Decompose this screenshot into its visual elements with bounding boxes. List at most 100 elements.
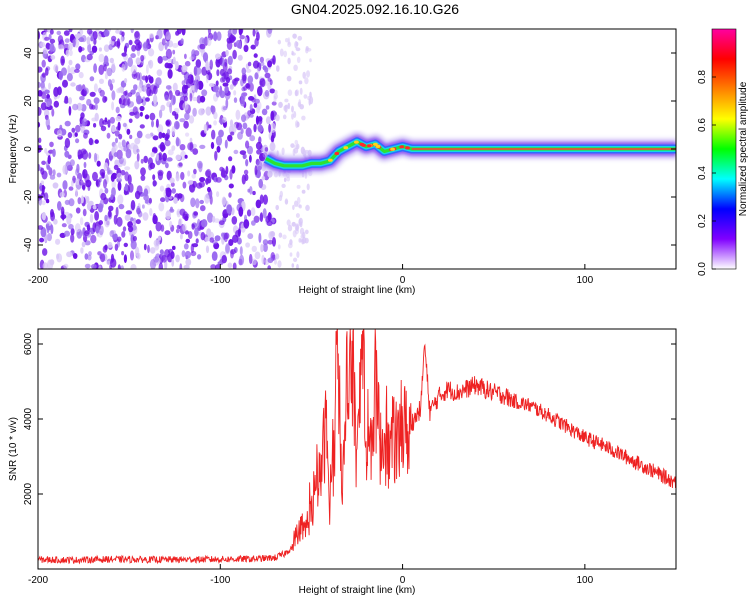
- noise-speckle: [209, 237, 215, 243]
- noise-speckle: [111, 62, 116, 73]
- noise-speckle: [98, 47, 102, 52]
- noise-speckle: [86, 29, 93, 35]
- noise-speckle: [305, 204, 310, 211]
- noise-speckle: [44, 89, 50, 95]
- noise-speckle: [81, 118, 88, 127]
- noise-speckle: [72, 38, 76, 48]
- noise-speckle: [183, 95, 188, 102]
- colorbar-tick-label: 0.8: [697, 70, 708, 84]
- noise-speckle: [148, 230, 152, 239]
- noise-speckle: [180, 38, 184, 45]
- noise-speckle: [130, 29, 134, 34]
- noise-speckle: [213, 31, 218, 42]
- noise-speckle: [233, 97, 238, 103]
- noise-speckle: [282, 234, 287, 240]
- colorbar-frame: [711, 28, 737, 270]
- noise-speckle: [187, 180, 194, 185]
- noise-speckle: [118, 97, 122, 105]
- noise-speckle: [286, 219, 291, 226]
- noise-speckle: [104, 244, 108, 251]
- noise-speckle: [152, 85, 158, 95]
- noise-speckle: [142, 204, 145, 209]
- noise-speckle: [277, 39, 281, 45]
- noise-speckle: [41, 160, 46, 165]
- noise-speckle: [92, 222, 97, 233]
- noise-speckle: [271, 101, 277, 106]
- noise-speckle: [222, 82, 229, 87]
- noise-speckle: [249, 104, 253, 111]
- noise-speckle: [227, 55, 233, 66]
- noise-speckle: [204, 193, 210, 204]
- noise-speckle: [123, 90, 128, 96]
- noise-speckle: [179, 233, 183, 240]
- snr-y-label: SNR (10 * v/v): [8, 417, 19, 481]
- noise-speckle: [45, 117, 50, 128]
- noise-speckle: [149, 208, 153, 216]
- noise-speckle: [243, 169, 249, 175]
- noise-speckle: [172, 49, 176, 55]
- noise-speckle: [204, 178, 212, 184]
- noise-speckle: [121, 63, 126, 72]
- noise-speckle: [111, 125, 116, 133]
- noise-speckle: [250, 44, 256, 50]
- noise-speckle: [164, 139, 171, 147]
- noise-speckle: [38, 30, 41, 40]
- noise-speckle: [66, 73, 73, 82]
- noise-speckle: [302, 231, 306, 239]
- noise-speckle: [115, 106, 120, 114]
- noise-speckle: [275, 204, 280, 211]
- noise-speckle: [116, 236, 122, 242]
- track-hotspot: [399, 145, 405, 149]
- noise-speckle: [253, 102, 258, 108]
- noise-speckle: [81, 150, 89, 160]
- noise-speckle: [297, 101, 301, 108]
- noise-speckle: [143, 243, 147, 251]
- noise-speckle: [214, 218, 220, 224]
- noise-speckle: [151, 120, 154, 128]
- noise-speckle: [165, 210, 171, 220]
- noise-speckle: [257, 124, 264, 133]
- noise-speckle: [90, 234, 97, 244]
- noise-speckle: [293, 64, 298, 72]
- noise-speckle: [304, 77, 309, 85]
- noise-speckle: [88, 137, 94, 146]
- noise-speckle: [135, 219, 141, 225]
- noise-speckle: [49, 259, 55, 266]
- noise-speckle: [284, 104, 290, 109]
- noise-speckle: [239, 246, 243, 256]
- noise-speckle: [238, 206, 244, 217]
- noise-speckle: [99, 78, 104, 85]
- noise-speckle: [210, 141, 215, 150]
- noise-speckle: [227, 134, 233, 142]
- noise-speckle: [123, 254, 127, 263]
- noise-speckle: [98, 265, 102, 269]
- noise-speckle: [134, 39, 141, 45]
- snr-line: [38, 329, 676, 565]
- noise-speckle: [153, 239, 160, 247]
- colorbar-tick-label: 0.6: [697, 118, 708, 132]
- noise-speckle: [120, 36, 124, 43]
- noise-speckle: [238, 29, 243, 36]
- noise-speckle: [94, 112, 99, 122]
- noise-speckle: [167, 58, 172, 63]
- spectrogram-x-ticks: -200 -100 0 100: [28, 264, 594, 286]
- noise-speckle: [299, 87, 303, 95]
- noise-speckle: [63, 263, 69, 269]
- noise-speckle: [258, 178, 264, 189]
- spectrogram-noise: [38, 29, 314, 269]
- noise-speckle: [92, 31, 98, 40]
- noise-speckle: [254, 251, 261, 260]
- noise-speckle: [221, 196, 227, 206]
- noise-speckle: [75, 189, 78, 198]
- noise-speckle: [109, 230, 115, 238]
- noise-speckle: [221, 255, 227, 264]
- noise-speckle: [41, 184, 45, 195]
- noise-speckle: [98, 220, 103, 226]
- noise-speckle: [117, 181, 122, 191]
- noise-speckle: [99, 199, 104, 210]
- noise-speckle: [130, 250, 134, 261]
- noise-speckle: [128, 118, 133, 124]
- noise-speckle: [246, 209, 252, 217]
- noise-speckle: [195, 198, 200, 209]
